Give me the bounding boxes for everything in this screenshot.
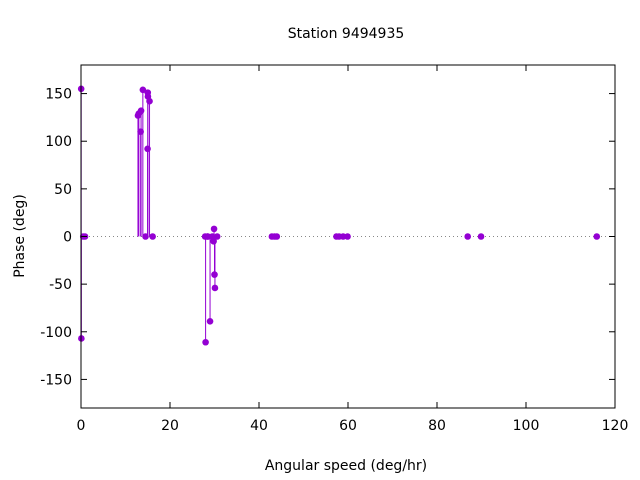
data-point — [139, 86, 147, 94]
data-point — [593, 233, 601, 240]
data-point — [344, 233, 351, 240]
y-tick-label: -50 — [49, 277, 72, 293]
data-point — [273, 233, 281, 240]
data-point — [213, 233, 221, 240]
data-point — [202, 338, 209, 346]
x-tick-label: 100 — [513, 418, 540, 434]
x-axis-ticks: 0 20 40 60 80 100 120 — [77, 65, 629, 434]
data-point — [210, 225, 218, 233]
y-axis-ticks: -150 -100 -50 0 50 100 150 — [40, 87, 615, 388]
y-tick-label: -150 — [40, 372, 72, 388]
data-point — [477, 233, 485, 240]
y-axis-label: Phase (deg) — [12, 194, 28, 278]
chart-title: Station 9494935 — [288, 26, 405, 42]
y-tick-label: 50 — [54, 182, 72, 198]
x-tick-label: 80 — [428, 418, 446, 434]
data-point — [464, 233, 472, 240]
data-point — [137, 107, 145, 115]
x-tick-label: 0 — [77, 418, 86, 434]
y-tick-label: -100 — [40, 325, 72, 341]
data-point — [211, 284, 219, 292]
data-point — [149, 233, 156, 240]
x-axis-label: Angular speed (deg/hr) — [265, 458, 427, 474]
y-tick-label: 100 — [45, 134, 72, 150]
x-tick-label: 60 — [339, 418, 357, 434]
data-point — [146, 97, 153, 105]
y-tick-label: 150 — [45, 87, 72, 103]
y-tick-label: 0 — [63, 230, 72, 246]
x-tick-label: 20 — [161, 418, 179, 434]
plot-area — [77, 85, 615, 346]
x-tick-label: 120 — [602, 418, 629, 434]
x-tick-label: 40 — [250, 418, 268, 434]
data-point — [206, 317, 214, 325]
